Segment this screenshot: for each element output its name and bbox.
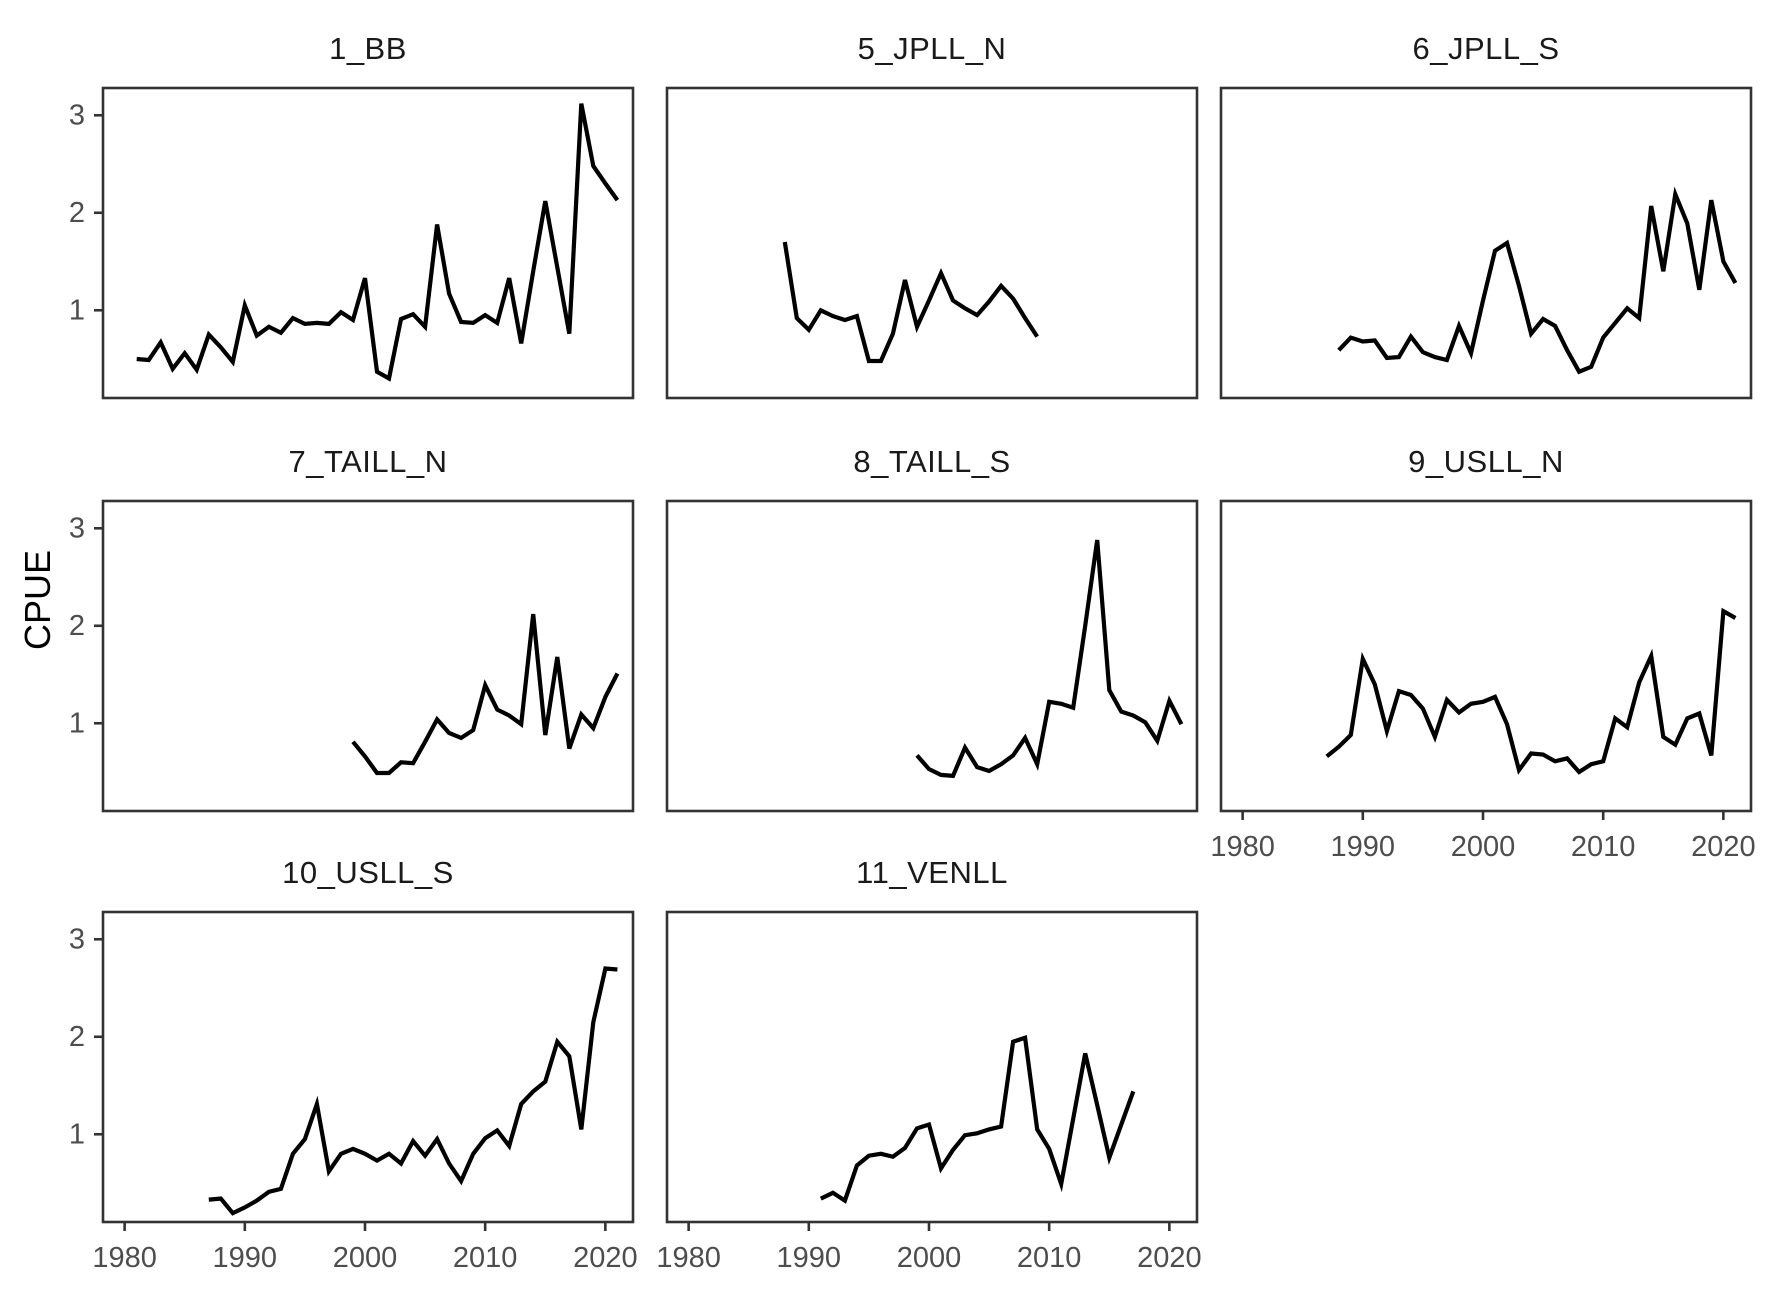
facet-title-8-taill-s: 8_TAILL_S: [853, 444, 1011, 479]
series-line: [819, 1035, 1136, 1204]
x-tick-label: 2010: [1017, 1242, 1082, 1274]
x-tick-label: 1980: [656, 1242, 721, 1274]
x-tick-label: 2020: [1691, 831, 1756, 863]
panel-border: [101, 910, 635, 1224]
y-tick-label: 2: [69, 1021, 85, 1053]
y-tick-label: 3: [69, 99, 85, 131]
x-tick-label: 1990: [213, 1242, 278, 1274]
panel-border: [1219, 86, 1753, 400]
y-tick-label: 3: [69, 923, 85, 955]
facet-plot-8-taill-s: [665, 499, 1199, 813]
y-tick-label: 1: [69, 294, 85, 326]
y-tick-label: 1: [69, 1118, 85, 1150]
facet-title-1-bb: 1_BB: [329, 31, 407, 66]
series-line: [782, 241, 1039, 364]
panel-border: [665, 86, 1199, 400]
facet-plot-11-venll: 1980 1990 2000 2010 2020: [656, 910, 1202, 1274]
x-tick-label: 2010: [453, 1242, 518, 1274]
facet-title-9-usll-n: 9_USLL_N: [1408, 444, 1564, 479]
y-tick-label: 1: [69, 707, 85, 739]
y-tick-label: 2: [69, 197, 85, 229]
panel-border: [665, 910, 1199, 1224]
x-tick-label: 1990: [1331, 831, 1396, 863]
facet-title-5-jpll-n: 5_JPLL_N: [857, 31, 1007, 66]
facet-plot-9-usll-n: 1980 1990 2000 2010 2020: [1210, 499, 1756, 863]
series-line: [208, 966, 618, 1216]
facet-plot-7-taill-n: 1 2 3: [69, 499, 635, 813]
y-tick-label: 2: [69, 610, 85, 642]
x-tick-label: 1980: [92, 1242, 157, 1274]
x-tick-label: 2000: [333, 1242, 398, 1274]
facet-plot-6-jpll-s: [1219, 86, 1753, 400]
x-tick-label: 1990: [777, 1242, 842, 1274]
panel-border: [665, 499, 1199, 813]
panel-border: [101, 499, 635, 813]
series-line: [136, 103, 620, 382]
facet-title-7-taill-n: 7_TAILL_N: [288, 444, 448, 479]
series-line: [351, 613, 620, 776]
panel-border: [1219, 499, 1753, 813]
facet-title-10-usll-s: 10_USLL_S: [282, 855, 454, 890]
x-tick-label: 2010: [1571, 831, 1636, 863]
series-line: [1325, 607, 1737, 775]
y-tick-label: 3: [69, 512, 85, 544]
panel-border: [101, 86, 635, 400]
facet-title-11-venll: 11_VENLL: [856, 855, 1008, 890]
series-line: [1337, 186, 1738, 375]
facet-plot-1-bb: 1 2 3: [69, 86, 635, 400]
facet-plot-10-usll-s: 1 2 3 1980 1990 2000 2010 2020: [69, 910, 638, 1274]
x-tick-label: 1980: [1210, 831, 1275, 863]
x-tick-label: 2020: [1137, 1242, 1202, 1274]
x-tick-label: 2000: [1451, 831, 1516, 863]
series-line: [915, 539, 1184, 779]
facet-plot-5-jpll-n: [665, 86, 1199, 400]
x-tick-label: 2020: [573, 1242, 638, 1274]
facet-title-6-jpll-s: 6_JPLL_S: [1412, 31, 1560, 66]
x-tick-label: 2000: [897, 1242, 962, 1274]
